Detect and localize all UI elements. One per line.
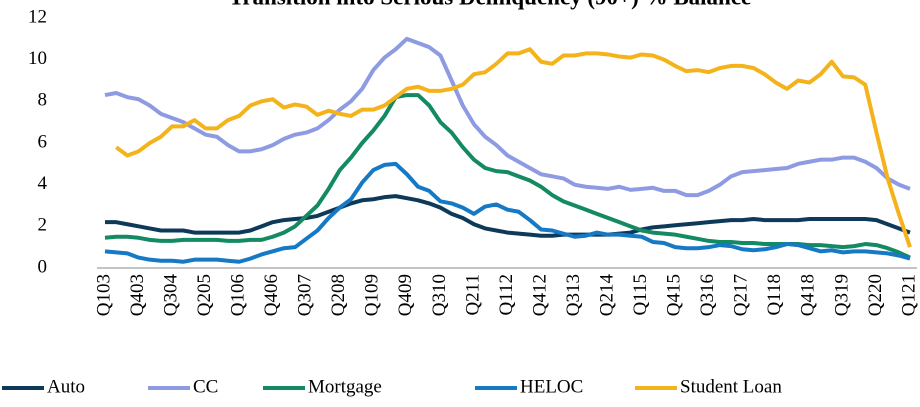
y-tick-label: 6 <box>38 131 48 152</box>
chart-title: Transition into Serious Delinquency (90+… <box>229 0 752 9</box>
x-tick-label: Q319 <box>831 274 852 316</box>
x-tick-label: Q307 <box>295 274 316 316</box>
x-tick-label: Q313 <box>563 274 584 316</box>
x-tick-label: Q211 <box>462 274 483 316</box>
x-tick-label: Q214 <box>596 274 617 317</box>
y-tick-label: 4 <box>38 173 48 194</box>
legend-label: Student Loan <box>680 376 782 397</box>
series-line <box>104 36 911 198</box>
y-tick-label: 2 <box>38 215 48 236</box>
y-tick-label: 10 <box>28 48 47 69</box>
x-tick-label: Q304 <box>160 274 181 317</box>
series-line <box>104 93 911 260</box>
x-tick-label: Q316 <box>697 274 718 316</box>
legend-label: CC <box>193 376 218 397</box>
x-tick-label: Q121 <box>898 274 919 316</box>
x-tick-label: Q412 <box>529 274 550 316</box>
y-tick-label: 0 <box>38 256 48 277</box>
x-tick-label: Q208 <box>328 274 349 316</box>
x-tick-label: Q118 <box>764 274 785 316</box>
y-tick-label: 12 <box>28 6 47 27</box>
x-tick-label: Q415 <box>664 274 685 316</box>
x-tick-label: Q106 <box>228 274 249 316</box>
x-tick-label: Q409 <box>395 274 416 316</box>
legend-label: HELOC <box>520 376 583 397</box>
series-line <box>114 47 912 248</box>
legend-label: Mortgage <box>308 376 382 397</box>
x-tick-label: Q310 <box>429 274 450 316</box>
x-tick-label: Q403 <box>127 274 148 316</box>
x-tick-label: Q115 <box>630 274 651 316</box>
x-tick-label: Q220 <box>865 274 886 316</box>
y-tick-label: 8 <box>38 90 48 111</box>
legend-label: Auto <box>47 376 85 397</box>
x-tick-label: Q205 <box>194 274 215 316</box>
series-line <box>104 161 911 264</box>
x-tick-label: Q112 <box>496 274 517 316</box>
x-tick-label: Q406 <box>261 274 282 316</box>
x-tick-label: Q103 <box>93 274 114 316</box>
x-tick-label: Q418 <box>798 274 819 316</box>
series-line <box>105 194 911 238</box>
x-tick-label: Q217 <box>731 274 752 316</box>
x-tick-label: Q109 <box>362 274 383 316</box>
